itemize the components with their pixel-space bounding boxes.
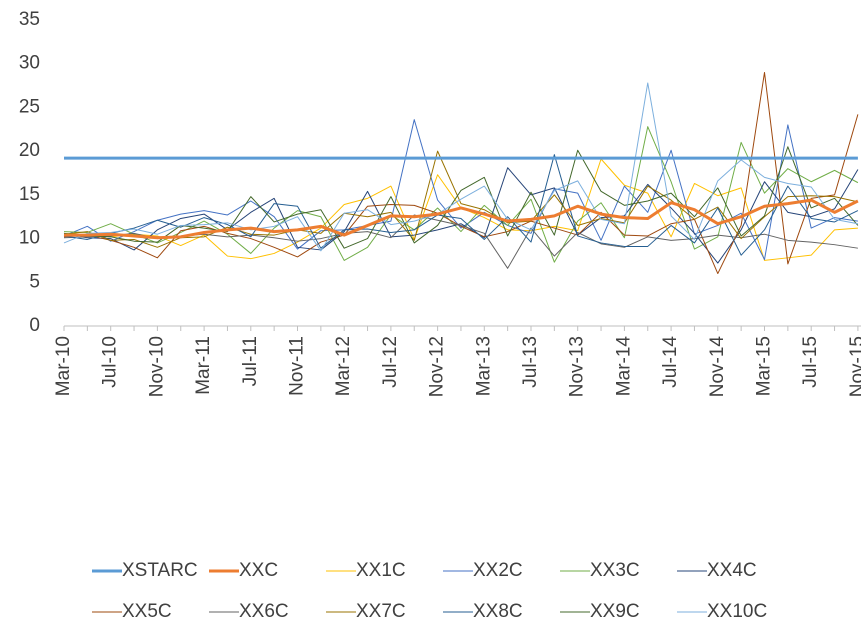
x-tick-label: Mar-15 bbox=[754, 336, 775, 396]
legend-label: XX1C bbox=[356, 560, 406, 581]
series-line bbox=[63, 82, 858, 252]
y-tick-label: 35 bbox=[19, 9, 40, 30]
x-tick-label: Mar-10 bbox=[53, 336, 74, 396]
x-tick-label: Mar-11 bbox=[193, 336, 214, 395]
y-tick-label: 5 bbox=[29, 271, 40, 292]
x-tick-label: Mar-14 bbox=[613, 336, 634, 397]
x-tick-label: Jul-12 bbox=[380, 336, 401, 388]
series-line bbox=[63, 150, 859, 248]
y-tick-label: 0 bbox=[29, 315, 40, 336]
x-tick-label: Nov-11 bbox=[287, 336, 308, 396]
x-tick-label: Mar-12 bbox=[333, 336, 354, 396]
x-tick-label: Nov-12 bbox=[427, 336, 448, 397]
y-tick-label: 25 bbox=[19, 96, 40, 117]
x-tick-label: Jul-14 bbox=[660, 336, 681, 388]
series-line bbox=[64, 198, 859, 240]
legend-label: XX5C bbox=[122, 601, 172, 622]
x-tick-label: Mar-13 bbox=[473, 336, 494, 396]
legend-label: XX6C bbox=[239, 601, 289, 622]
x-tick-label: Nov-14 bbox=[707, 336, 728, 398]
legend-label: XXC bbox=[239, 560, 278, 581]
x-tick-label: Nov-13 bbox=[567, 336, 588, 397]
series-line bbox=[63, 154, 859, 256]
series-line bbox=[63, 158, 858, 261]
series-line bbox=[63, 167, 859, 264]
plot-area bbox=[63, 71, 859, 275]
legend-label: XX10C bbox=[707, 601, 767, 622]
legend-label: XX4C bbox=[707, 560, 757, 581]
x-tick-label: Jul-13 bbox=[520, 336, 541, 388]
y-tick-label: 30 bbox=[19, 53, 40, 74]
y-tick-label: 10 bbox=[19, 228, 40, 249]
y-tick-label: 15 bbox=[19, 184, 40, 205]
x-tick-label: Jul-10 bbox=[100, 336, 121, 388]
x-tick-label: Jul-11 bbox=[240, 336, 261, 386]
legend-label: XX3C bbox=[590, 560, 640, 581]
series-line bbox=[63, 71, 859, 275]
series-line bbox=[63, 214, 858, 269]
x-tick-label: Nov-10 bbox=[146, 336, 167, 397]
x-tick-label: Jul-15 bbox=[800, 336, 821, 388]
legend-label: XSTARC bbox=[122, 560, 198, 581]
x-tick-label: Nov-15 bbox=[847, 336, 861, 397]
legend-label: XX7C bbox=[356, 601, 406, 622]
series-line bbox=[63, 126, 859, 263]
series-line bbox=[63, 146, 859, 249]
legend-label: XX2C bbox=[473, 560, 523, 581]
series-line bbox=[63, 119, 858, 261]
legend-label: XX8C bbox=[473, 601, 523, 622]
y-tick-label: 20 bbox=[19, 140, 40, 161]
legend-label: XX9C bbox=[590, 601, 640, 622]
